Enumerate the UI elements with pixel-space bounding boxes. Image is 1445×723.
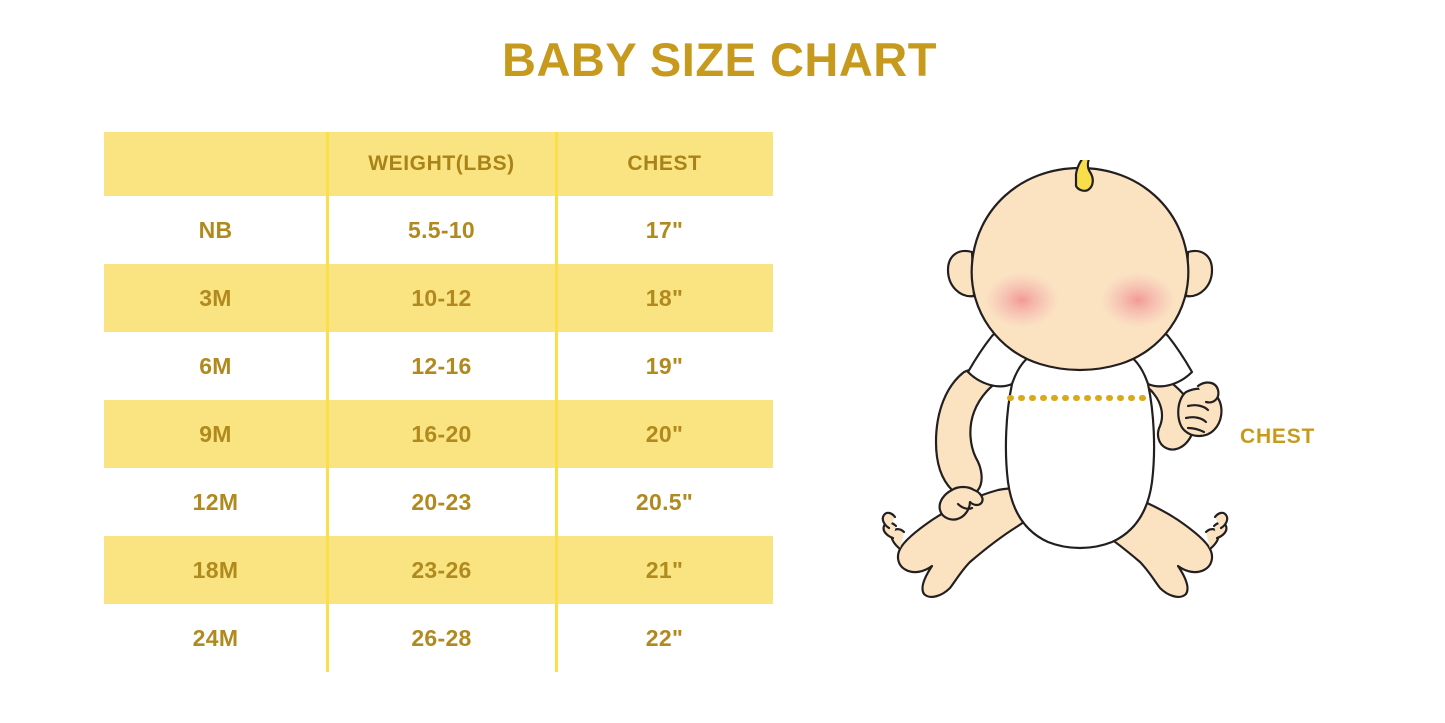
cell-weight: 20-23 xyxy=(411,488,472,515)
cheek-blush-left xyxy=(984,272,1060,328)
header-cell-weight: WEIGHT(LBS) xyxy=(368,152,515,175)
table-row: 24M 26-28 22" xyxy=(104,604,773,672)
column-divider-2 xyxy=(555,132,558,672)
cell-weight: 10-12 xyxy=(411,284,472,311)
column-divider-1 xyxy=(326,132,329,672)
cell-size: 12M xyxy=(192,488,239,515)
cheek-blush-right xyxy=(1100,272,1176,328)
cell-weight: 26-28 xyxy=(411,624,472,651)
table-header-row: WEIGHT(LBS) CHEST xyxy=(104,132,773,196)
cell-size: 9M xyxy=(199,420,232,447)
chest-measurement-label: CHEST xyxy=(1240,425,1316,448)
baby-sitting-illustration xyxy=(880,148,1280,600)
cell-weight: 12-16 xyxy=(411,352,472,379)
cell-chest: 17" xyxy=(645,216,684,243)
cell-chest: 18" xyxy=(645,284,684,311)
cell-chest: 20.5" xyxy=(635,488,694,515)
table-row: 18M 23-26 21" xyxy=(104,536,773,604)
table-row: NB 5.5-10 17" xyxy=(104,196,773,264)
cell-size: 6M xyxy=(199,352,232,379)
cell-weight: 16-20 xyxy=(411,420,472,447)
header-cell-chest: CHEST xyxy=(627,152,702,175)
cell-weight: 23-26 xyxy=(411,556,472,583)
cell-size: 3M xyxy=(199,284,232,311)
cell-chest: 19" xyxy=(645,352,684,379)
table-row: 6M 12-16 19" xyxy=(104,332,773,400)
cell-weight: 5.5-10 xyxy=(407,216,475,243)
table-row: 12M 20-23 20.5" xyxy=(104,468,773,536)
size-table: WEIGHT(LBS) CHEST NB 5.5-10 17" 3M 10-12… xyxy=(104,132,773,672)
cell-chest: 21" xyxy=(645,556,684,583)
cell-size: NB xyxy=(198,216,233,243)
page-title: BABY SIZE CHART xyxy=(502,33,937,86)
cell-size: 18M xyxy=(192,556,239,583)
cell-size: 24M xyxy=(192,624,239,651)
table-row: 9M 16-20 20" xyxy=(104,400,773,468)
cell-chest: 22" xyxy=(645,624,684,651)
cell-chest: 20" xyxy=(645,420,684,447)
table-row: 3M 10-12 18" xyxy=(104,264,773,332)
